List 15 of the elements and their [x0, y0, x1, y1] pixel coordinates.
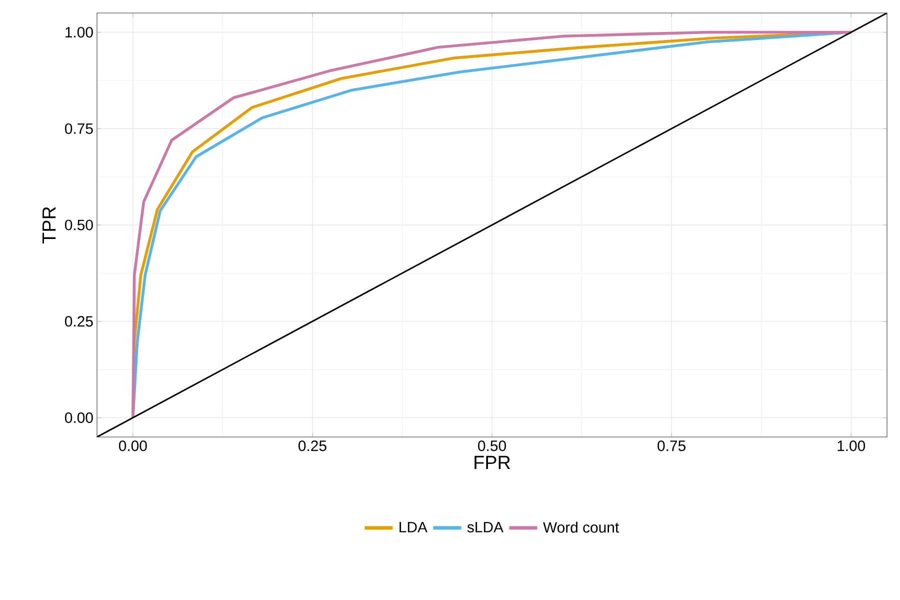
- y-axis-title: TPR: [42, 206, 56, 244]
- legend-label: Word count: [543, 522, 619, 533]
- y-tick-label: 0.50: [64, 220, 93, 230]
- legend-label: LDA: [400, 522, 428, 532]
- y-tick-label: 0.25: [64, 316, 93, 327]
- x-axis-title: FPR: [474, 456, 510, 469]
- x-tick-label: 0.75: [658, 440, 686, 452]
- y-tick-label: 0.75: [64, 123, 93, 134]
- x-tick-label: 0.00: [118, 440, 147, 452]
- x-tick-label: 1.00: [838, 440, 866, 452]
- y-tick-label: 1.00: [66, 26, 93, 38]
- x-tick-label: 0.25: [298, 440, 326, 452]
- legend-label: sLDA: [467, 522, 504, 532]
- y-tick-label: 0.00: [64, 412, 93, 423]
- x-tick-label: 0.50: [478, 440, 506, 452]
